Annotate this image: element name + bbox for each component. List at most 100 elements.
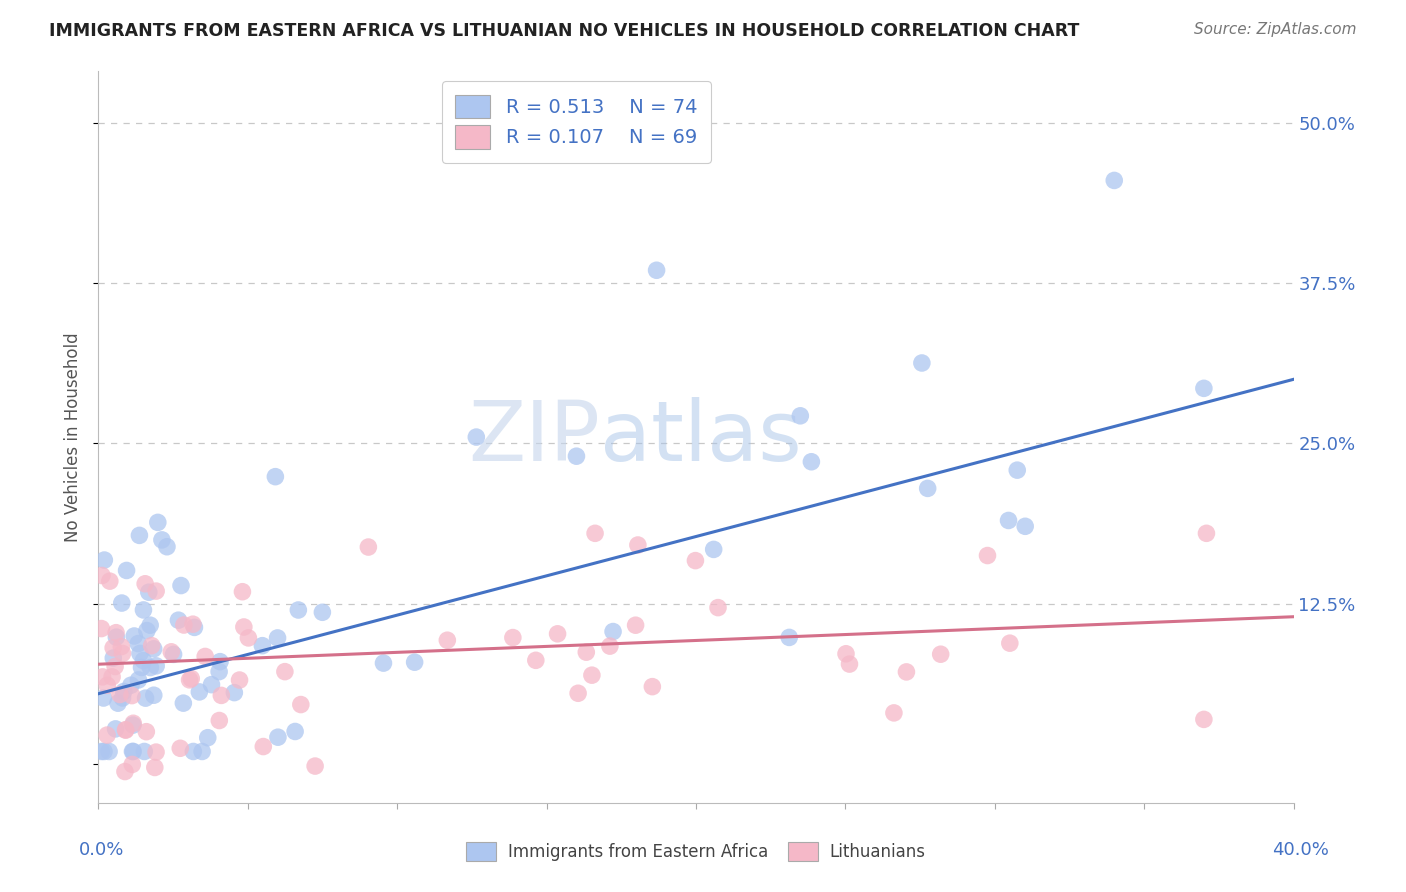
Point: [142, 688, 165, 702]
Point: [208, 665, 231, 679]
Point: [122, 744, 145, 758]
Point: [135, 624, 157, 638]
Point: [290, 698, 312, 712]
Point: [96, 728, 118, 742]
Point: [145, 584, 167, 599]
Point: [883, 706, 905, 720]
Point: [139, 618, 162, 632]
Point: [121, 744, 143, 758]
Point: [547, 627, 569, 641]
Point: [581, 668, 603, 682]
Point: [131, 660, 153, 674]
Point: [96, 678, 118, 692]
Point: [107, 696, 129, 710]
Point: [101, 640, 124, 655]
Text: Source: ZipAtlas.com: Source: ZipAtlas.com: [1194, 22, 1357, 37]
Text: 0.0%: 0.0%: [79, 840, 124, 858]
Point: [127, 637, 149, 651]
Point: [274, 665, 297, 679]
Point: [252, 639, 274, 653]
Point: [121, 689, 143, 703]
Point: [304, 759, 326, 773]
Point: [1192, 381, 1215, 395]
Point: [90, 744, 112, 758]
Point: [976, 549, 998, 563]
Point: [172, 696, 194, 710]
Point: [567, 686, 589, 700]
Point: [264, 469, 287, 483]
Point: [111, 647, 134, 661]
Point: [145, 658, 167, 673]
Point: [266, 631, 288, 645]
Point: [114, 764, 136, 779]
Point: [169, 741, 191, 756]
Point: [105, 625, 128, 640]
Point: [188, 685, 211, 699]
Point: [156, 540, 179, 554]
Point: [284, 724, 307, 739]
Point: [194, 649, 217, 664]
Point: [373, 656, 395, 670]
Point: [197, 731, 219, 745]
Point: [141, 639, 163, 653]
Point: [575, 645, 598, 659]
Point: [112, 684, 135, 698]
Point: [641, 680, 664, 694]
Point: [208, 714, 231, 728]
Point: [138, 585, 160, 599]
Legend: Immigrants from Eastern Africa, Lithuanians: Immigrants from Eastern Africa, Lithuani…: [460, 835, 932, 868]
Point: [93, 691, 115, 706]
Point: [896, 665, 918, 679]
Point: [135, 724, 157, 739]
Point: [645, 263, 668, 277]
Point: [209, 655, 232, 669]
Point: [311, 605, 333, 619]
Point: [142, 641, 165, 656]
Point: [108, 688, 131, 702]
Y-axis label: No Vehicles in Household: No Vehicles in Household: [65, 332, 83, 542]
Text: 40.0%: 40.0%: [1272, 840, 1329, 858]
Point: [800, 455, 823, 469]
Point: [150, 533, 173, 547]
Point: [838, 657, 860, 671]
Point: [231, 584, 253, 599]
Point: [139, 660, 162, 674]
Point: [132, 654, 155, 668]
Point: [524, 653, 547, 667]
Point: [1192, 712, 1215, 726]
Point: [436, 633, 458, 648]
Point: [121, 757, 143, 772]
Point: [120, 678, 142, 692]
Point: [101, 670, 124, 684]
Point: [122, 629, 145, 643]
Point: [105, 630, 128, 644]
Point: [93, 744, 115, 758]
Point: [191, 744, 214, 758]
Point: [252, 739, 274, 754]
Point: [602, 624, 624, 639]
Text: ZIP: ZIP: [468, 397, 600, 477]
Point: [183, 620, 205, 634]
Point: [1195, 526, 1218, 541]
Point: [180, 672, 202, 686]
Point: [707, 600, 730, 615]
Point: [104, 722, 127, 736]
Point: [114, 723, 136, 738]
Point: [132, 603, 155, 617]
Point: [93, 553, 115, 567]
Point: [145, 745, 167, 759]
Point: [111, 596, 134, 610]
Point: [173, 618, 195, 632]
Point: [114, 723, 136, 737]
Text: IMMIGRANTS FROM EASTERN AFRICA VS LITHUANIAN NO VEHICLES IN HOUSEHOLD CORRELATIO: IMMIGRANTS FROM EASTERN AFRICA VS LITHUA…: [49, 22, 1080, 40]
Point: [98, 744, 121, 758]
Point: [200, 678, 222, 692]
Point: [228, 673, 250, 687]
Point: [997, 513, 1019, 527]
Point: [209, 689, 232, 703]
Point: [465, 430, 488, 444]
Point: [122, 718, 145, 732]
Point: [703, 542, 725, 557]
Point: [104, 659, 127, 673]
Point: [404, 655, 426, 669]
